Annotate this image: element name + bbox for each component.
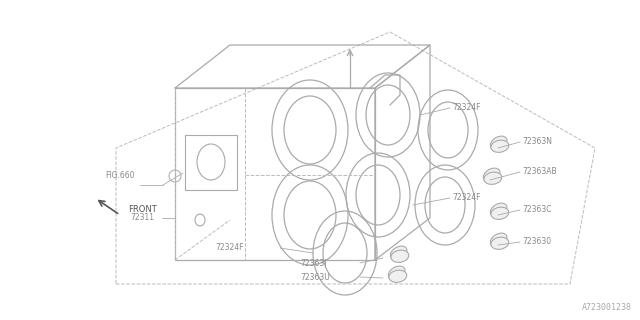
Text: 72363N: 72363N — [522, 138, 552, 147]
Text: A723001238: A723001238 — [582, 303, 632, 312]
Ellipse shape — [490, 136, 507, 150]
Text: 72324F: 72324F — [452, 194, 481, 203]
Ellipse shape — [491, 207, 509, 220]
Ellipse shape — [391, 250, 409, 262]
Text: 72324F: 72324F — [452, 103, 481, 113]
Text: 72324F: 72324F — [215, 244, 243, 252]
Ellipse shape — [390, 246, 407, 260]
Text: 72363AB: 72363AB — [522, 167, 557, 177]
Text: 723630: 723630 — [522, 237, 551, 246]
Text: FIG.660: FIG.660 — [105, 172, 134, 180]
Text: 72363I: 72363I — [300, 259, 326, 268]
Ellipse shape — [491, 140, 509, 152]
Ellipse shape — [388, 266, 405, 280]
Text: 72363U: 72363U — [300, 273, 330, 282]
Ellipse shape — [484, 172, 502, 184]
Ellipse shape — [483, 168, 500, 182]
Ellipse shape — [491, 237, 509, 249]
Text: FRONT: FRONT — [128, 205, 157, 214]
Text: 72311: 72311 — [130, 213, 154, 222]
Text: 72363C: 72363C — [522, 205, 552, 214]
Ellipse shape — [389, 270, 407, 282]
Ellipse shape — [490, 203, 507, 217]
Ellipse shape — [490, 233, 507, 247]
